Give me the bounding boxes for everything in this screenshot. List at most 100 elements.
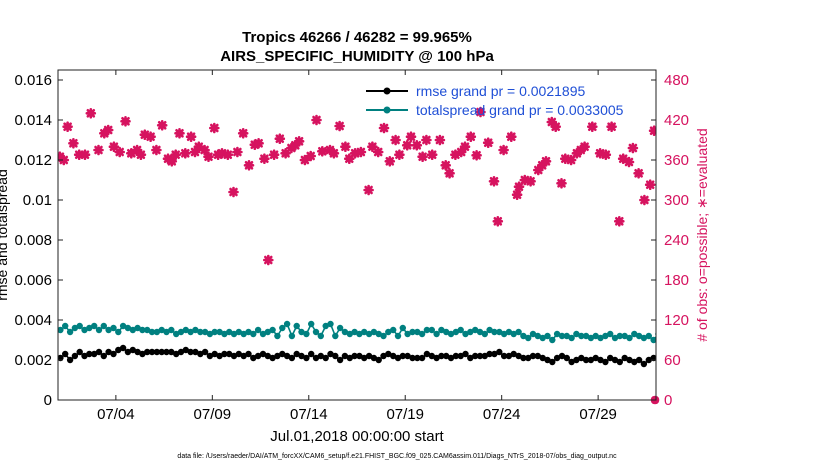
series-rmse-point [568,358,575,366]
series-rmse-point [148,348,156,356]
series-spread-point [187,328,194,336]
series-rmse-point [505,352,513,360]
series-rmse-point [158,348,165,356]
series-spread-point [635,332,643,340]
obs-evaluated-point [565,154,577,166]
series-rmse-point [308,350,315,358]
series-rmse-point [587,356,595,364]
obs-evaluated-point [328,148,340,159]
series-spread-point [505,328,513,336]
series-rmse-point [81,352,88,360]
series-spread-point [611,334,619,342]
series-rmse-point [76,348,83,356]
series-spread-point [549,336,556,344]
obs-evaluated-point [68,138,79,149]
series-rmse-point [298,352,305,360]
series-rmse-point [544,356,551,364]
series-spread-point [240,330,247,338]
obs-evaluated-point [209,122,220,134]
series-rmse-point [500,352,508,360]
obs-evaluated-point [222,149,234,160]
series-rmse-point [139,350,146,358]
series-rmse-point [375,356,382,364]
series-rmse-point [95,348,103,356]
series-spread-point [221,330,228,338]
series-rmse-point [211,350,218,358]
series-rmse-point [351,352,358,360]
series-spread-point [351,328,358,336]
series-spread-point [525,334,532,342]
series-spread-point [582,332,590,340]
series-spread-point [168,326,175,334]
obs-evaluated-point [114,146,125,158]
obs-evaluated-point [228,186,239,198]
series-spread-point [631,330,638,338]
obs-evaluated-point [249,139,261,150]
series-rmse-point [235,350,242,358]
series-rmse-point [91,350,98,358]
series-rmse-point [476,352,484,360]
y-left-tick-label: 0.008 [14,232,52,249]
series-spread-point [578,332,585,340]
series-rmse-point [288,354,296,362]
series-spread-point [341,328,349,336]
obs-evaluated-point [550,121,562,132]
obs-evaluated-point [405,131,417,142]
series-rmse-point [163,348,170,356]
series-spread-point [250,330,257,338]
series-spread-point [510,330,517,338]
series-spread-point [563,332,570,340]
series-spread-point [390,326,397,334]
y-left-tick-label: 0.014 [14,112,52,129]
series-rmse-point [635,356,643,364]
obs-evaluated-point [421,134,432,146]
obs-evaluated-point [639,194,650,206]
obs-evaluated-point [511,189,523,200]
series-spread-point [418,330,426,338]
series-spread-point [86,324,93,332]
legend-rmse-label: rmse grand pr = 0.0021895 [416,83,585,99]
series-spread-point [66,328,74,336]
series-rmse-point [153,348,161,356]
series-spread-point [298,328,305,336]
series-rmse-point [515,352,522,360]
series-rmse-point [462,350,469,358]
series-spread-point [288,332,296,340]
series-rmse-point [472,352,479,360]
series-rmse-point [496,348,503,356]
obs-evaluated-point [58,154,70,166]
series-spread-point [447,330,455,338]
series-spread-point [438,326,445,334]
chart-title-line1: Tropics 46266 / 46282 = 99.965% [242,29,472,46]
series-spread-point [254,326,262,334]
x-tick-label: 07/04 [97,406,135,423]
series-rmse-point [645,356,652,364]
series-rmse-point [611,356,619,364]
series-rmse-point [105,348,112,356]
series-rmse-point [336,356,344,364]
series-rmse-point [409,354,416,362]
obs-evaluated-point [455,146,467,158]
series-rmse-point [443,352,450,360]
obs-evaluated-point [268,149,280,160]
series-rmse-point [631,358,638,366]
series-spread-point [394,332,402,340]
obs-evaluated-point [237,128,249,139]
series-spread-point [216,328,223,336]
y-left-tick-label: 0.01 [23,192,52,209]
series-rmse-point [529,352,537,360]
series-spread-point [173,330,180,338]
series-rmse-point [279,350,286,358]
series-rmse-point [365,352,373,360]
series-rmse-point [119,344,127,352]
series-rmse-point [173,350,180,358]
series-spread-point [587,334,595,342]
series-rmse-point [115,346,122,354]
y-left-tick-label: 0.016 [14,72,52,89]
y-right-tick-label: 420 [664,112,689,129]
obs-evaluated-point [532,164,544,176]
obs-evaluated-point [498,144,509,156]
series-rmse-point [433,354,440,362]
y-right-tick-label: 0 [664,392,672,409]
